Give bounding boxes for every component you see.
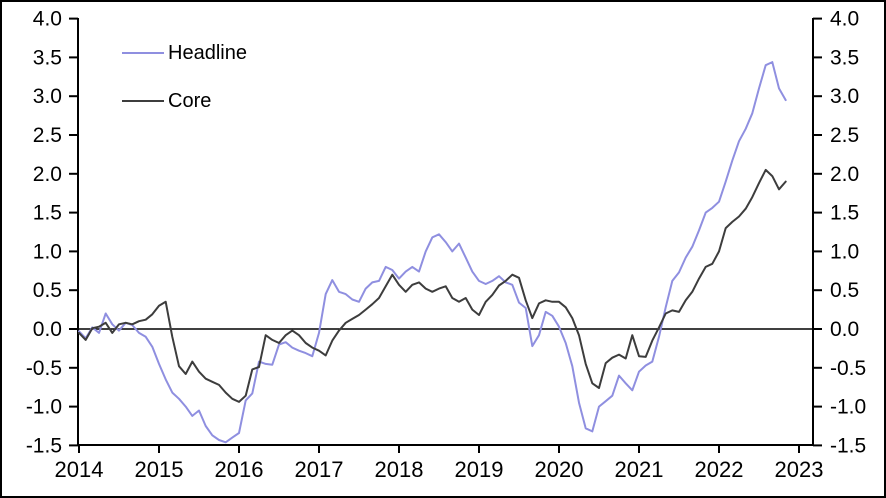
y-axis-label-left: 1.0 [33, 240, 62, 263]
y-axis-label-right: -1.5 [830, 434, 866, 457]
y-axis-label-left: 3.0 [33, 85, 62, 108]
y-axis-label-right: 0.5 [830, 279, 859, 302]
y-axis-label-left: 1.5 [33, 202, 62, 225]
y-axis-label-left: 3.5 [33, 46, 62, 69]
legend-item-core: Core [120, 90, 247, 112]
y-axis-label-left: -1.0 [26, 396, 62, 419]
legend-label-core: Core [168, 89, 212, 112]
y-axis-label-right: 3.0 [830, 85, 859, 108]
y-axis-label-right: 1.5 [830, 202, 859, 225]
x-axis-label: 2018 [375, 457, 424, 482]
core-legend-swatch [122, 100, 164, 102]
x-axis-label: 2014 [55, 457, 104, 482]
y-axis-label-right: 1.0 [830, 240, 859, 263]
x-axis-label: 2017 [295, 457, 344, 482]
headline-series-line [78, 61, 787, 444]
legend: Headline Core [120, 42, 247, 112]
y-axis-label-left: 0.0 [33, 318, 62, 341]
y-axis-label-left: -0.5 [26, 357, 62, 380]
y-axis-label-left: 4.0 [33, 8, 62, 31]
x-axis-label: 2021 [615, 457, 664, 482]
headline-legend-swatch [122, 52, 164, 54]
x-axis-label: 2016 [215, 457, 264, 482]
legend-label-headline: Headline [168, 41, 247, 64]
y-axis-label-right: 0.0 [830, 318, 859, 341]
x-axis-label: 2015 [135, 457, 184, 482]
y-axis-label-left: -1.5 [26, 434, 62, 457]
y-axis-label-right: 4.0 [830, 8, 859, 31]
x-axis-label: 2023 [775, 457, 824, 482]
y-axis-label-right: -0.5 [830, 357, 866, 380]
y-axis-label-right: 3.5 [830, 46, 859, 69]
core-series-line [78, 168, 787, 403]
x-axis-label: 2022 [695, 457, 744, 482]
y-axis-label-right: 2.0 [830, 163, 859, 186]
x-axis-label: 2020 [535, 457, 584, 482]
x-axis-label: 2019 [455, 457, 504, 482]
legend-item-headline: Headline [120, 42, 247, 64]
y-axis-label-left: 0.5 [33, 279, 62, 302]
y-axis-label-right: 2.5 [830, 124, 859, 147]
y-axis-label-left: 2.5 [33, 124, 62, 147]
y-axis-label-left: 2.0 [33, 163, 62, 186]
y-axis-label-right: -1.0 [830, 396, 866, 419]
